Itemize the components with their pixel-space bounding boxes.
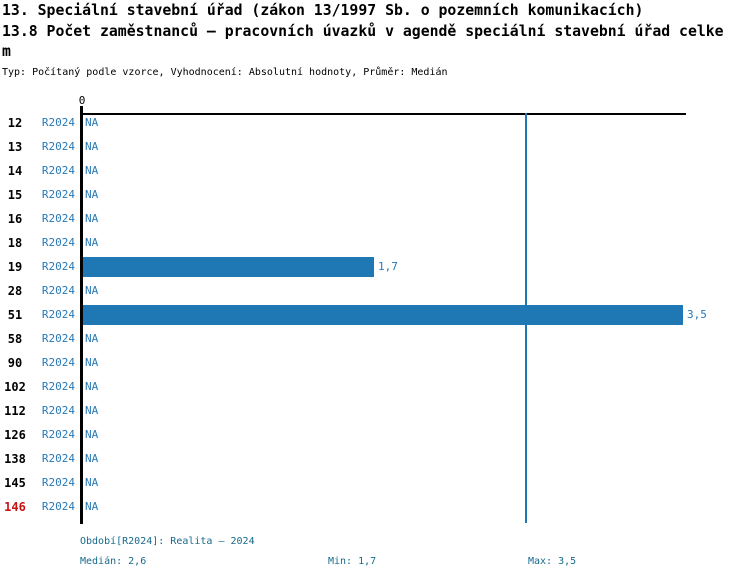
chart-row: 51 R2024 3,5 (0, 303, 750, 327)
chart-row: 16 R2024 NA (0, 207, 750, 231)
row-period-label: R2024 (41, 116, 75, 129)
row-category-label: 16 (7, 212, 23, 226)
row-period-label: R2024 (41, 500, 75, 513)
row-value-label: NA (85, 356, 99, 369)
row-category-label: 90 (7, 356, 23, 370)
value-bar (83, 305, 683, 325)
chart-row: 28 R2024 NA (0, 279, 750, 303)
row-value-label: NA (85, 332, 99, 345)
row-category-label: 15 (7, 188, 23, 202)
row-value-label: NA (85, 380, 99, 393)
row-category-label: 58 (7, 332, 23, 346)
row-category-label: 145 (4, 476, 26, 490)
chart-row: 145 R2024 NA (0, 471, 750, 495)
row-value-label: NA (85, 188, 99, 201)
row-period-label: R2024 (41, 356, 75, 369)
row-period-label: R2024 (41, 404, 75, 417)
zero-baseline-axis (80, 106, 83, 524)
row-period-label: R2024 (41, 332, 75, 345)
row-period-label: R2024 (41, 284, 75, 297)
chart-row: 58 R2024 NA (0, 327, 750, 351)
chart-subtitle: 13.8 Počet zaměstnanců – pracovních úvaz… (2, 22, 724, 61)
row-value-label: NA (85, 284, 99, 297)
footer-min-label: Min: 1,7 (328, 556, 377, 567)
row-category-label: 12 (7, 116, 23, 130)
row-value-label: NA (85, 500, 99, 513)
row-period-label: R2024 (41, 140, 75, 153)
footer-median-label: Medián: 2,6 (80, 556, 147, 567)
row-period-label: R2024 (41, 476, 75, 489)
report-header: 13. Speciální stavební úřad (zákon 13/19… (2, 1, 729, 63)
row-period-label: R2024 (41, 308, 75, 321)
chart-row: 18 R2024 NA (0, 231, 750, 255)
row-category-label: 102 (4, 380, 26, 394)
row-value-label: NA (85, 164, 99, 177)
row-value-label: NA (85, 476, 99, 489)
axis-zero-label: 0 (78, 94, 86, 107)
row-period-label: R2024 (41, 380, 75, 393)
row-period-label: R2024 (41, 236, 75, 249)
chart-row: 138 R2024 NA (0, 447, 750, 471)
row-value-label: 1,7 (378, 260, 398, 273)
row-value-label: 3,5 (687, 308, 707, 321)
row-category-label: 28 (7, 284, 23, 298)
row-period-label: R2024 (41, 260, 75, 273)
chart-row: 12 R2024 NA (0, 111, 750, 135)
row-category-label: 138 (4, 452, 26, 466)
value-bar (83, 257, 374, 277)
chart-row: 14 R2024 NA (0, 159, 750, 183)
chart-row: 126 R2024 NA (0, 423, 750, 447)
chart-row: 19 R2024 1,7 (0, 255, 750, 279)
row-category-label: 146 (4, 500, 26, 514)
row-value-label: NA (85, 404, 99, 417)
chart-row: 13 R2024 NA (0, 135, 750, 159)
footer-period-label: Období[R2024]: Realita – 2024 (80, 536, 255, 547)
row-period-label: R2024 (41, 452, 75, 465)
row-category-label: 14 (7, 164, 23, 178)
row-category-label: 13 (7, 140, 23, 154)
chart-row: 90 R2024 NA (0, 351, 750, 375)
footer-max-label: Max: 3,5 (528, 556, 577, 567)
row-value-label: NA (85, 428, 99, 441)
chart-row: 146 R2024 NA (0, 495, 750, 519)
row-category-label: 51 (7, 308, 23, 322)
chart-row: 112 R2024 NA (0, 399, 750, 423)
row-period-label: R2024 (41, 164, 75, 177)
row-category-label: 18 (7, 236, 23, 250)
x-axis-line (81, 113, 686, 115)
row-value-label: NA (85, 452, 99, 465)
row-period-label: R2024 (41, 212, 75, 225)
row-period-label: R2024 (41, 428, 75, 441)
chart-meta: Typ: Počítaný podle vzorce, Vyhodnocení:… (2, 67, 448, 78)
row-category-label: 126 (4, 428, 26, 442)
row-period-label: R2024 (41, 188, 75, 201)
chart-row: 102 R2024 NA (0, 375, 750, 399)
row-value-label: NA (85, 140, 99, 153)
row-value-label: NA (85, 212, 99, 225)
chart-row: 15 R2024 NA (0, 183, 750, 207)
row-value-label: NA (85, 116, 99, 129)
row-category-label: 112 (4, 404, 26, 418)
chart-title: 13. Speciální stavební úřad (zákon 13/19… (2, 2, 644, 19)
row-value-label: NA (85, 236, 99, 249)
row-category-label: 19 (7, 260, 23, 274)
